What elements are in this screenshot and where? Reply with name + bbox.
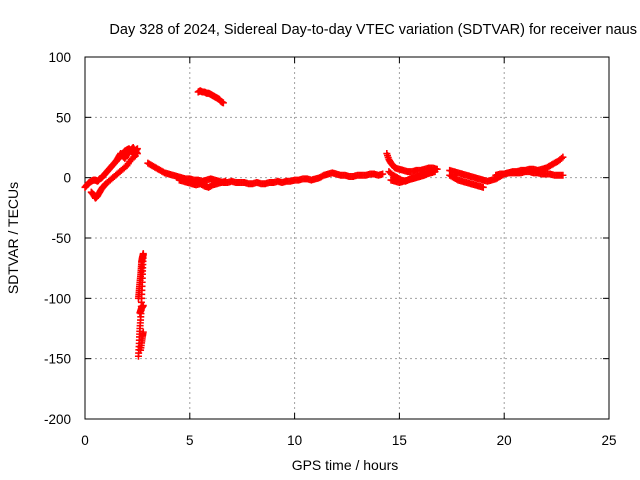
data-point [423, 170, 431, 178]
y-tick-label: 100 [48, 50, 71, 65]
x-tick-label: 15 [392, 433, 407, 448]
y-tick-label: -150 [44, 352, 71, 367]
y-tick-label: 50 [56, 110, 71, 125]
data-point [130, 153, 138, 161]
axis-ticks: 0 5 10 15 20 25 -200 -150 -100 -50 0 50 100 [44, 50, 617, 448]
data-point [479, 183, 487, 191]
y-tick-label: -200 [44, 412, 71, 427]
x-tick-label: 0 [81, 433, 89, 448]
data-point [559, 153, 567, 161]
y-tick-label: 0 [63, 171, 71, 186]
data-point [379, 170, 387, 178]
y-axis-label: SDTVAR / TECUs [5, 182, 21, 294]
data-point [557, 154, 565, 162]
data-point [219, 99, 227, 107]
chart-title: Day 328 of 2024, Sidereal Day-to-day VTE… [109, 22, 637, 38]
grid-lines [85, 57, 609, 419]
x-axis-label: GPS time / hours [292, 457, 399, 473]
data-point [139, 250, 147, 258]
data-point [139, 302, 147, 310]
y-tick-label: -50 [51, 231, 71, 246]
data-point [559, 171, 567, 179]
data-point [221, 177, 229, 185]
x-tick-label: 25 [601, 433, 616, 448]
data-point [431, 168, 439, 176]
x-tick-label: 20 [497, 433, 512, 448]
data-point [133, 150, 141, 158]
data-point [425, 169, 433, 177]
x-tick-label: 5 [186, 433, 194, 448]
data-point [139, 328, 147, 336]
data-points [81, 87, 567, 360]
y-tick-label: -100 [44, 291, 71, 306]
x-tick-label: 10 [287, 433, 302, 448]
